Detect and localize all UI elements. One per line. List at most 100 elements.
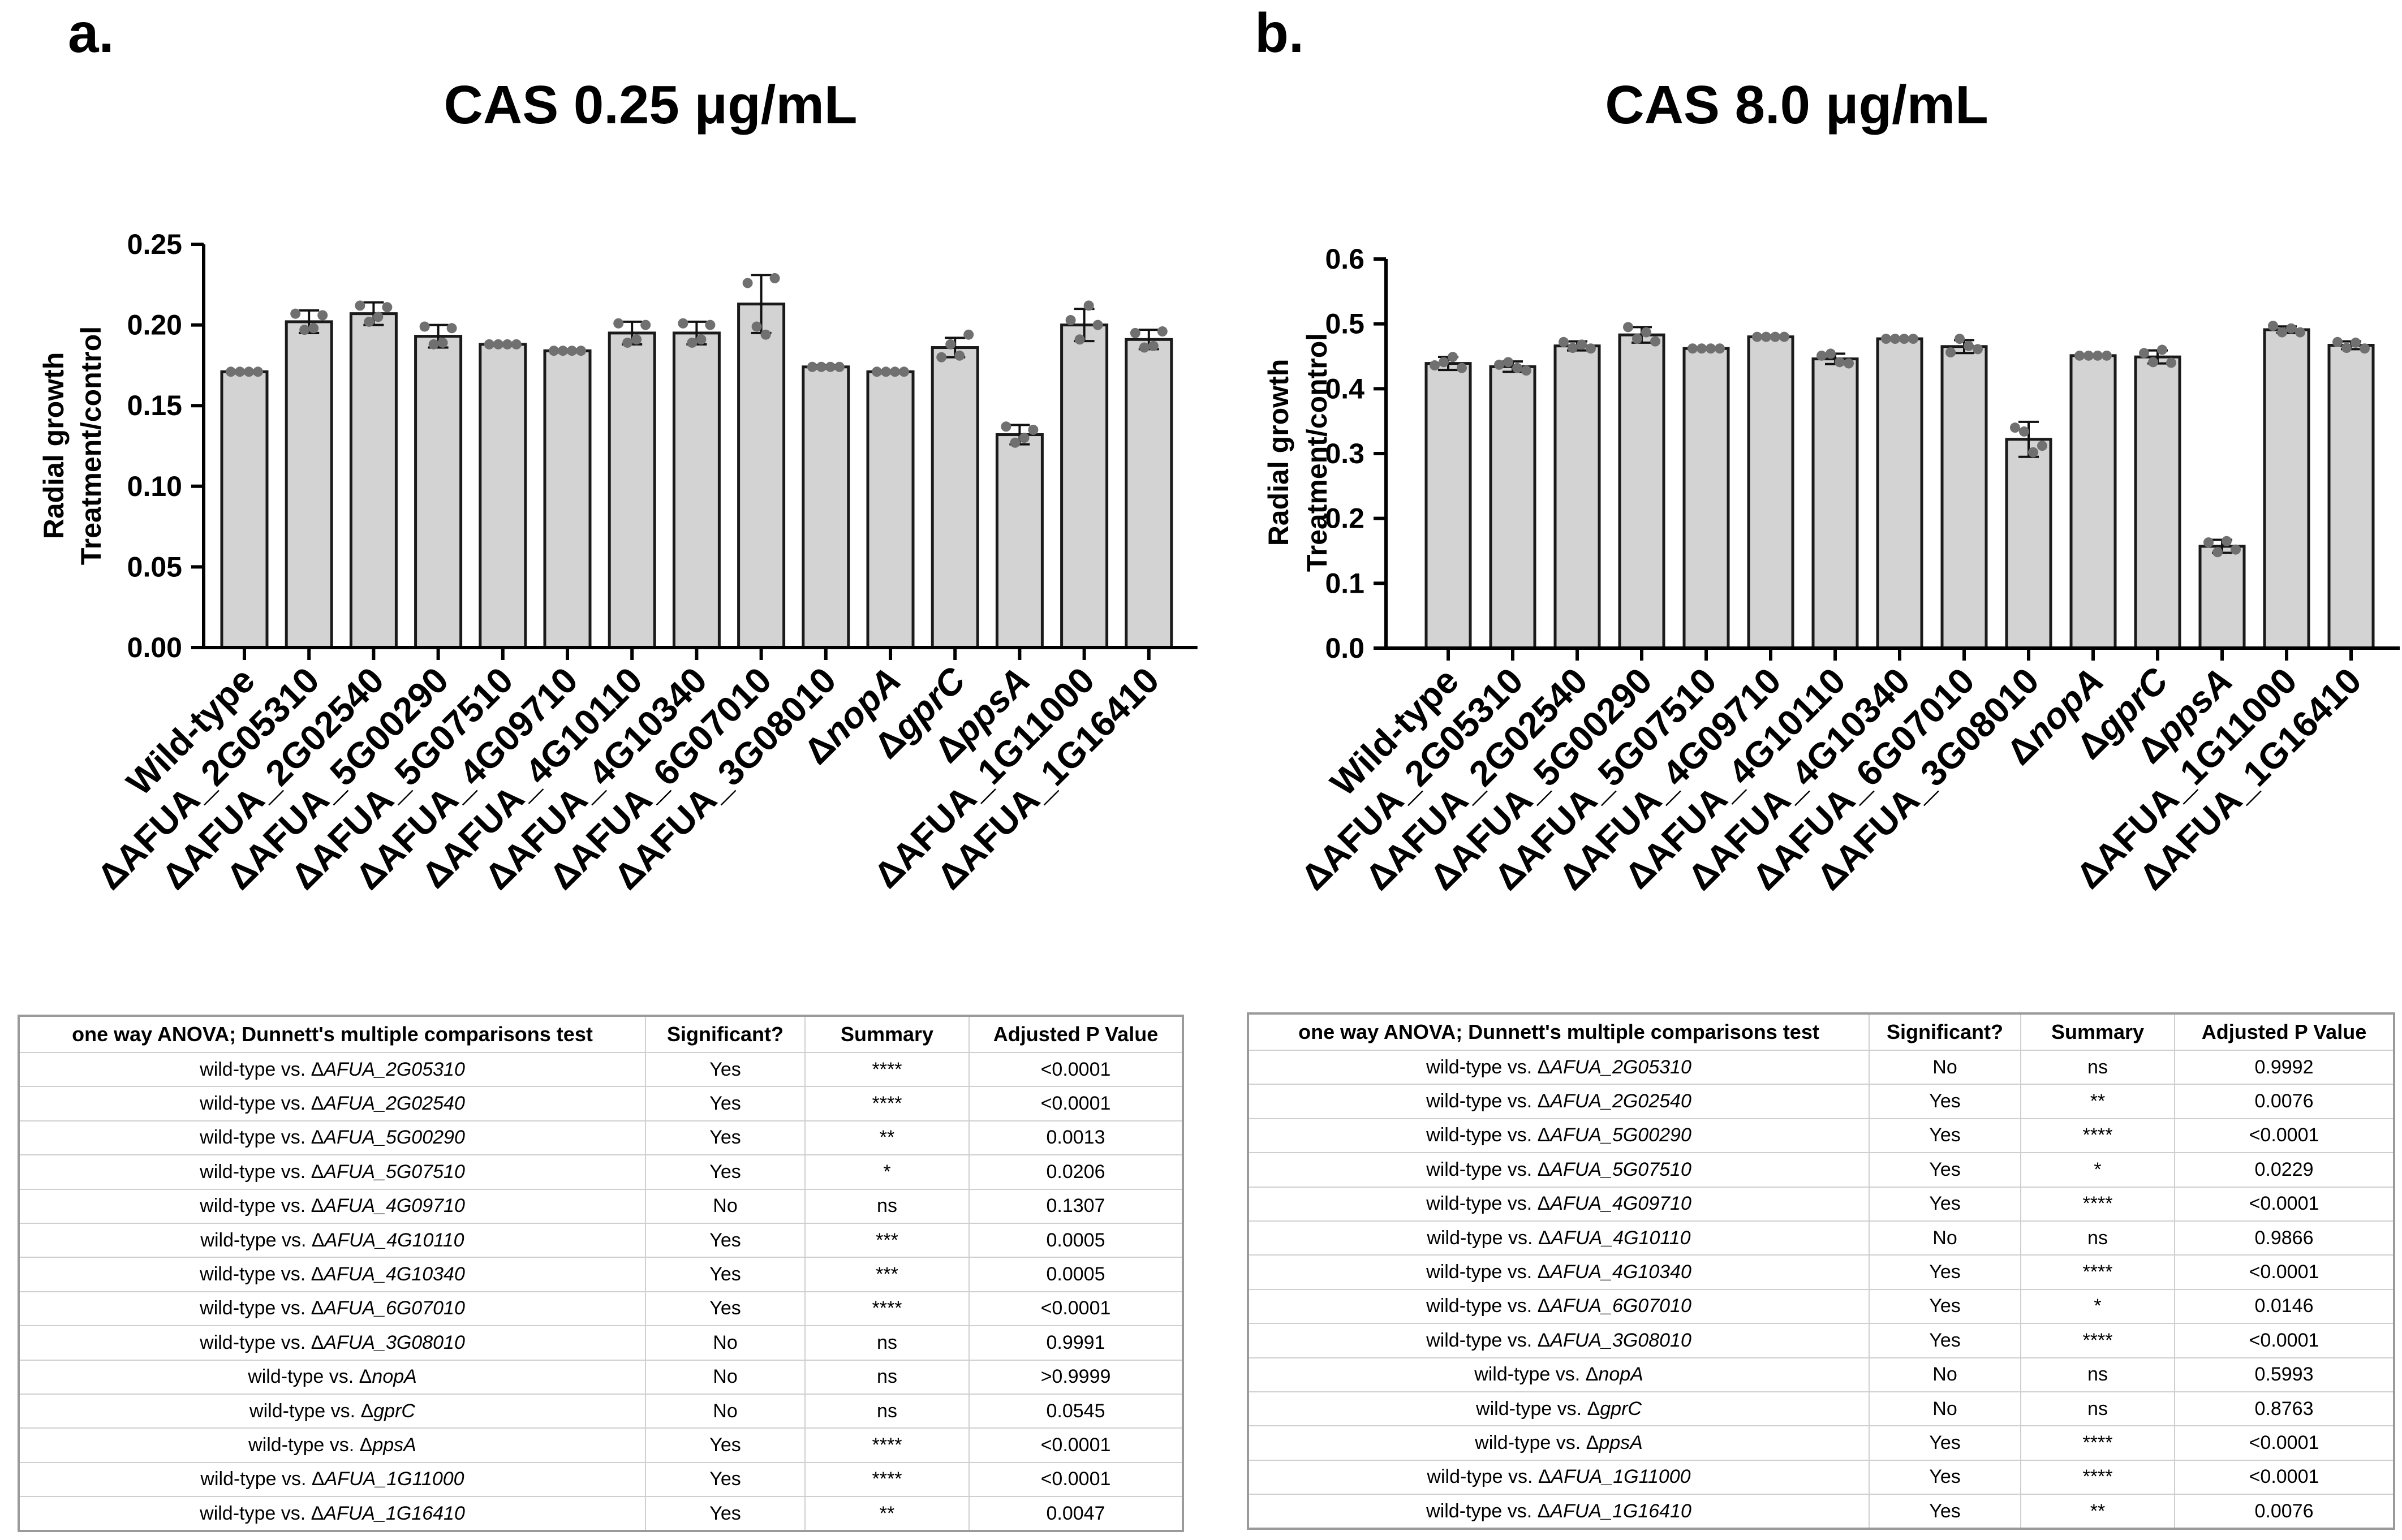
panel-a-letter: a. (68, 2, 114, 64)
table-row: wild-type vs. ΔAFUA_5G07510 Yes * 0.0206 (18, 1154, 1183, 1190)
data-point (872, 366, 882, 377)
data-point (705, 320, 716, 330)
data-point (290, 308, 301, 319)
data-point (1559, 337, 1569, 347)
data-point (2166, 357, 2176, 368)
mutant-name: AFUA_5G07510 (324, 1161, 465, 1183)
y-tick-label: 0.4 (1325, 373, 1364, 404)
data-point (1761, 331, 1771, 342)
comparison-cell: wild-type vs. ΔnopA (1247, 1357, 1870, 1392)
significant-cell: Yes (1869, 1459, 2021, 1495)
p-value-cell: <0.0001 (2174, 1186, 2395, 1222)
data-point (1457, 363, 1467, 373)
comparison-prefix: wild-type vs. Δ (200, 1468, 325, 1490)
table-row: wild-type vs. ΔAFUA_1G11000 Yes **** <0.000… (18, 1461, 1183, 1498)
table-row: wild-type vs. ΔAFUA_4G09710 No ns 0.1307 (18, 1188, 1183, 1224)
p-value-cell: 0.8763 (2174, 1391, 2395, 1427)
bar (479, 343, 527, 649)
significant-cell: Yes (1869, 1186, 2021, 1222)
comparison-cell: wild-type vs. ΔAFUA_2G05310 (18, 1051, 646, 1088)
comparison-prefix: wild-type vs. Δ (1426, 1090, 1551, 1112)
comparison-prefix: wild-type vs. Δ (1426, 1124, 1551, 1146)
p-value-cell: 0.0076 (2174, 1084, 2395, 1119)
bar (1682, 347, 1730, 650)
comparison-prefix: wild-type vs. Δ (1426, 1158, 1551, 1180)
significant-cell: Yes (1869, 1152, 2021, 1188)
bar (1125, 338, 1173, 649)
data-point (419, 321, 430, 332)
data-point (2037, 441, 2047, 451)
data-point (1028, 424, 1039, 435)
data-point (1973, 344, 1983, 355)
bar (285, 320, 333, 649)
table-row: wild-type vs. ΔAFUA_6G07010 Yes **** <0.000… (18, 1291, 1183, 1327)
data-point (1430, 360, 1440, 371)
y-tick-label: 0.00 (127, 632, 182, 663)
significant-cell: Yes (645, 1086, 806, 1121)
bar (931, 346, 979, 649)
data-point (2360, 343, 2370, 354)
data-point (1835, 357, 1845, 368)
data-point (613, 318, 624, 329)
bar (2327, 344, 2375, 650)
data-point (1586, 343, 1596, 354)
p-value-cell: >0.9999 (968, 1359, 1183, 1395)
comparison-cell: wild-type vs. ΔAFUA_4G09710 (1247, 1186, 1870, 1222)
mutant-name: AFUA_6G07010 (324, 1297, 465, 1319)
p-value-cell: <0.0001 (2174, 1323, 2395, 1358)
summary-cell: * (804, 1154, 970, 1190)
bar (414, 335, 463, 649)
table-row: wild-type vs. ΔAFUA_4G10110 No ns 0.9866 (1247, 1220, 2395, 1256)
data-point (640, 320, 651, 330)
comparison-cell: wild-type vs. ΔgprC (1247, 1391, 1870, 1427)
data-point (1083, 300, 1094, 311)
data-point (382, 302, 393, 313)
comparison-cell: wild-type vs. ΔAFUA_1G11000 (1247, 1459, 1870, 1495)
data-point (2203, 537, 2214, 548)
significant-cell: Yes (645, 1154, 806, 1190)
comparison-prefix: wild-type vs. Δ (200, 1127, 324, 1149)
bar (220, 370, 269, 649)
data-point (1688, 343, 1698, 354)
significant-cell: Yes (1869, 1118, 2021, 1154)
mutant-name: AFUA_3G08010 (1550, 1329, 1691, 1351)
data-point (678, 318, 688, 329)
data-point (1065, 315, 1076, 326)
data-point (760, 329, 771, 340)
mutant-name: ppsA (1599, 1431, 1643, 1453)
comparison-prefix: wild-type vs. Δ (1474, 1364, 1599, 1386)
significant-cell: Yes (645, 1461, 806, 1498)
data-point (881, 366, 891, 377)
p-value-cell: 0.0229 (2174, 1152, 2395, 1188)
data-point (1826, 348, 1836, 359)
data-point (2139, 348, 2149, 359)
data-point (1945, 347, 1956, 358)
table-row: wild-type vs. ΔAFUA_1G16410 Yes ** 0.0076 (1247, 1494, 2395, 1530)
y-tick-label: 0.3 (1325, 438, 1364, 469)
y-tick-label: 0.5 (1325, 308, 1364, 340)
summary-cell: ns (804, 1325, 970, 1361)
p-value-cell: <0.0001 (968, 1051, 1183, 1088)
data-point (1092, 320, 1103, 330)
data-point (2102, 350, 2112, 361)
data-point (1881, 334, 1891, 344)
data-point (2157, 344, 2167, 355)
p-value-cell: 0.0047 (968, 1496, 1183, 1532)
p-value-cell: <0.0001 (968, 1461, 1183, 1498)
bar (608, 331, 656, 649)
table-header-row: one way ANOVA; Dunnett's multiple compar… (18, 1015, 1183, 1053)
summary-cell: ns (804, 1188, 970, 1224)
p-value-cell: <0.0001 (2174, 1118, 2395, 1154)
data-point (2148, 357, 2158, 368)
table-row: wild-type vs. ΔAFUA_4G10340 Yes *** 0.0005 (18, 1257, 1183, 1292)
p-value-cell: 0.0013 (968, 1120, 1183, 1156)
header-p-value: Adjusted P Value (968, 1015, 1183, 1053)
comparison-prefix: wild-type vs. Δ (248, 1434, 373, 1456)
comparison-cell: wild-type vs. ΔppsA (18, 1427, 646, 1463)
table-row: wild-type vs. ΔAFUA_6G07010 Yes * 0.0146 (1247, 1288, 2395, 1325)
p-value-cell: 0.0005 (968, 1222, 1183, 1258)
data-point (1019, 433, 1030, 443)
data-point (1157, 326, 1168, 337)
significant-cell: No (1869, 1220, 2021, 1256)
comparison-cell: wild-type vs. ΔAFUA_2G02540 (18, 1086, 646, 1121)
